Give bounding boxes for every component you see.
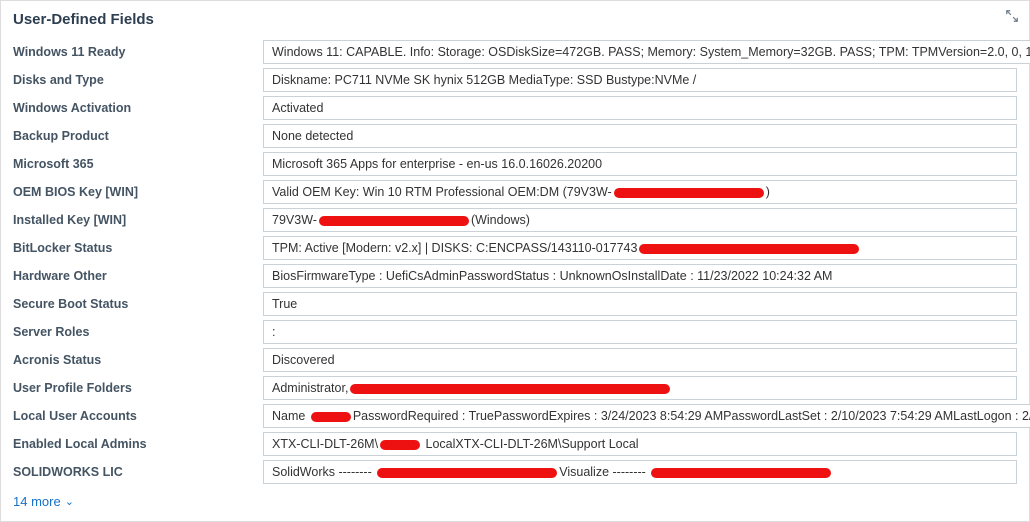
- field-row: Backup Product None detected: [13, 122, 1017, 150]
- value-text: Activated: [272, 101, 323, 115]
- field-row: Enabled Local AdminsXTX-CLI-DLT-26M\ Loc…: [13, 430, 1017, 458]
- value-text: None detected: [272, 129, 353, 143]
- field-row: Disks and Type Diskname: PC711 NVMe SK hy…: [13, 66, 1017, 94]
- redacted-segment: [639, 244, 859, 254]
- field-row: OEM BIOS Key [WIN] Valid OEM Key: Win 10 …: [13, 178, 1017, 206]
- value-text: Valid OEM Key: Win 10 RTM Professional O…: [272, 185, 612, 199]
- redacted-segment: [350, 384, 670, 394]
- panel-title: User-Defined Fields: [13, 11, 1017, 28]
- field-value[interactable]: Windows 11: CAPABLE. Info: Storage: OSDi…: [263, 40, 1030, 64]
- field-row: Installed Key [WIN] 79V3W- (Windows): [13, 206, 1017, 234]
- field-label: Microsoft 365: [13, 153, 263, 175]
- field-label: Windows 11 Ready: [13, 41, 263, 63]
- value-text: (Windows): [471, 213, 530, 227]
- value-text: Diskname: PC711 NVMe SK hynix 512GB Medi…: [272, 73, 696, 87]
- field-row: Hardware Other BiosFirmwareType : UefiCsA…: [13, 262, 1017, 290]
- field-label: Enabled Local Admins: [13, 433, 263, 455]
- value-text: Discovered: [272, 353, 335, 367]
- redacted-segment: [380, 440, 420, 450]
- field-value[interactable]: 79V3W- (Windows): [263, 208, 1017, 232]
- field-value[interactable]: BiosFirmwareType : UefiCsAdminPasswordSt…: [263, 264, 1017, 288]
- redacted-segment: [377, 468, 557, 478]
- field-value[interactable]: Activated: [263, 96, 1017, 120]
- value-text: BiosFirmwareType : UefiCsAdminPasswordSt…: [272, 269, 832, 283]
- field-label: Local User Accounts: [13, 405, 263, 427]
- redacted-segment: [614, 188, 764, 198]
- field-label: BitLocker Status: [13, 237, 263, 259]
- field-row: Windows 11 ReadyWindows 11: CAPABLE. Inf…: [13, 38, 1017, 66]
- field-value[interactable]: True: [263, 292, 1017, 316]
- user-defined-fields-panel: User-Defined Fields Windows 11 ReadyWind…: [0, 0, 1030, 522]
- value-text: SolidWorks --------: [272, 465, 375, 479]
- collapse-icon[interactable]: [1005, 9, 1019, 27]
- value-text: :: [272, 325, 275, 339]
- field-label: Hardware Other: [13, 265, 263, 287]
- field-row: Server Roles:: [13, 318, 1017, 346]
- field-value[interactable]: None detected: [263, 124, 1017, 148]
- field-value[interactable]: Name PasswordRequired : TruePasswordExpi…: [263, 404, 1030, 428]
- field-row: Acronis Status Discovered: [13, 346, 1017, 374]
- value-text: 79V3W-: [272, 213, 317, 227]
- field-value[interactable]: XTX-CLI-DLT-26M\ LocalXTX-CLI-DLT-26M\Su…: [263, 432, 1017, 456]
- value-text: Microsoft 365 Apps for enterprise - en-u…: [272, 157, 602, 171]
- value-text: Windows 11: CAPABLE. Info: Storage: OSDi…: [272, 45, 1030, 59]
- field-value[interactable]: Diskname: PC711 NVMe SK hynix 512GB Medi…: [263, 68, 1017, 92]
- field-label: Windows Activation: [13, 97, 263, 119]
- show-more-link[interactable]: 14 more ⌄: [13, 494, 74, 509]
- field-label: Disks and Type: [13, 69, 263, 91]
- field-value[interactable]: Discovered: [263, 348, 1017, 372]
- value-text: XTX-CLI-DLT-26M\: [272, 437, 378, 451]
- field-label: Installed Key [WIN]: [13, 209, 263, 231]
- field-row: SOLIDWORKS LICSolidWorks -------- Visual…: [13, 458, 1017, 486]
- show-more-label: 14 more: [13, 494, 61, 509]
- value-text: True: [272, 297, 297, 311]
- field-label: Secure Boot Status: [13, 293, 263, 315]
- field-label: SOLIDWORKS LIC: [13, 461, 263, 483]
- field-label: Server Roles: [13, 321, 263, 343]
- field-row: Windows Activation Activated: [13, 94, 1017, 122]
- field-value[interactable]: :: [263, 320, 1017, 344]
- redacted-segment: [319, 216, 469, 226]
- value-text: Name: [272, 409, 309, 423]
- field-value[interactable]: Microsoft 365 Apps for enterprise - en-u…: [263, 152, 1017, 176]
- redacted-segment: [651, 468, 831, 478]
- field-label: User Profile Folders: [13, 377, 263, 399]
- field-value[interactable]: TPM: Active [Modern: v2.x] | DISKS: C:EN…: [263, 236, 1017, 260]
- field-row: Local User AccountsName PasswordRequired…: [13, 402, 1017, 430]
- field-value[interactable]: Valid OEM Key: Win 10 RTM Professional O…: [263, 180, 1017, 204]
- value-text: PasswordRequired : TruePasswordExpires :…: [353, 409, 1030, 423]
- field-value[interactable]: SolidWorks -------- Visualize --------: [263, 460, 1017, 484]
- redacted-segment: [311, 412, 351, 422]
- fields-list: Windows 11 ReadyWindows 11: CAPABLE. Inf…: [13, 38, 1017, 486]
- field-label: OEM BIOS Key [WIN]: [13, 181, 263, 203]
- field-row: Microsoft 365 Microsoft 365 Apps for ente…: [13, 150, 1017, 178]
- chevron-down-icon: ⌄: [65, 495, 74, 508]
- field-row: Secure Boot Status True: [13, 290, 1017, 318]
- field-label: Acronis Status: [13, 349, 263, 371]
- field-row: BitLocker Status TPM: Active [Modern: v2.…: [13, 234, 1017, 262]
- field-row: User Profile Folders Administrator,: [13, 374, 1017, 402]
- field-label: Backup Product: [13, 125, 263, 147]
- field-value[interactable]: Administrator,: [263, 376, 1017, 400]
- value-text: ): [766, 185, 770, 199]
- value-text: LocalXTX-CLI-DLT-26M\Support Local: [422, 437, 639, 451]
- value-text: Visualize --------: [559, 465, 649, 479]
- value-text: Administrator,: [272, 381, 348, 395]
- value-text: TPM: Active [Modern: v2.x] | DISKS: C:EN…: [272, 241, 637, 255]
